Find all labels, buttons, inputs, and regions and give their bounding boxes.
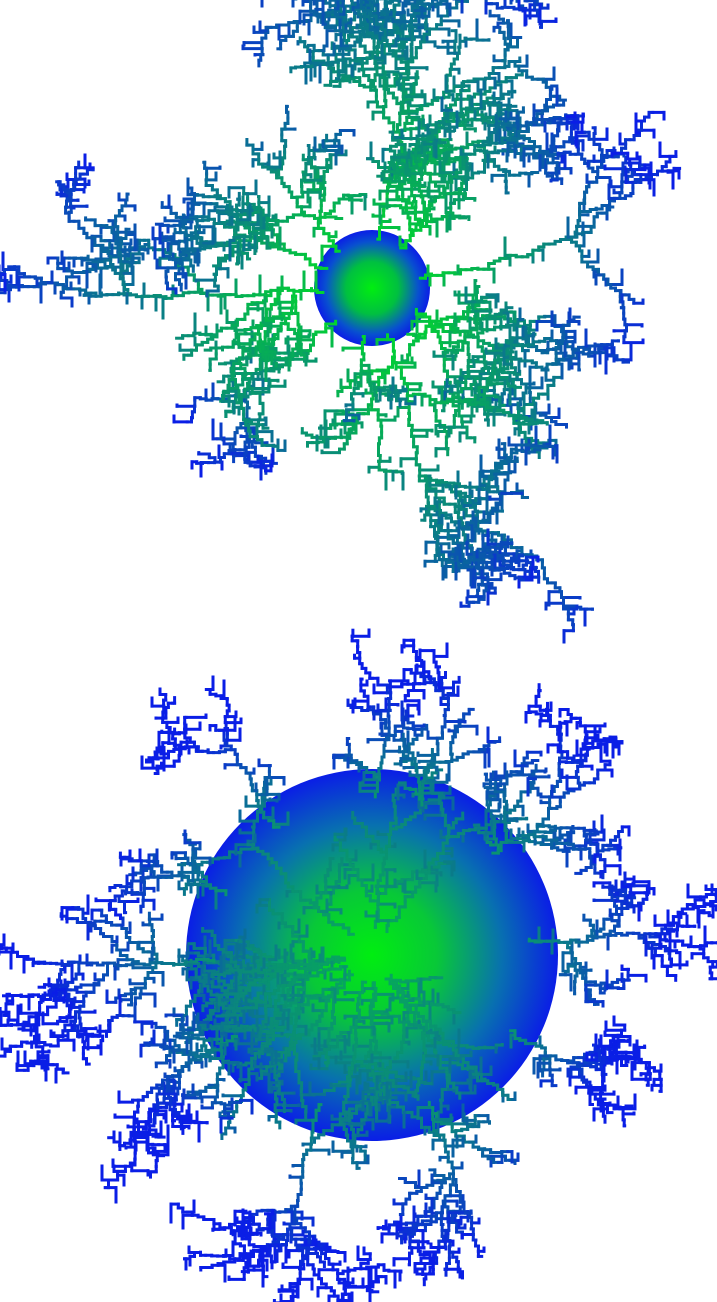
upper-branches bbox=[0, 0, 682, 644]
upper-core-disk bbox=[314, 230, 430, 346]
upper-dendrite-cluster bbox=[0, 0, 682, 644]
